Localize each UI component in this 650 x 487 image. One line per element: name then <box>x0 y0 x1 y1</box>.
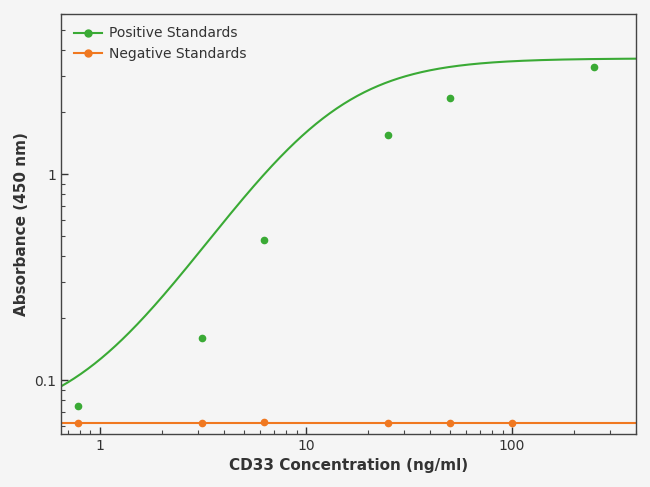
Negative Standards <box>384 420 392 426</box>
Positive Standards <box>446 95 454 101</box>
Negative Standards <box>446 420 454 426</box>
X-axis label: CD33 Concentration (ng/ml): CD33 Concentration (ng/ml) <box>229 458 468 473</box>
Positive Standards <box>384 132 392 138</box>
Negative Standards <box>198 420 206 426</box>
Line: Negative Standards: Negative Standards <box>75 418 515 426</box>
Positive Standards <box>260 237 268 243</box>
Positive Standards <box>198 335 206 341</box>
Negative Standards <box>73 420 81 426</box>
Negative Standards <box>260 419 268 425</box>
Positive Standards <box>590 64 598 70</box>
Negative Standards <box>508 420 516 426</box>
Y-axis label: Absorbance (450 nm): Absorbance (450 nm) <box>14 132 29 316</box>
Positive Standards <box>73 403 81 409</box>
Legend: Positive Standards, Negative Standards: Positive Standards, Negative Standards <box>68 21 252 67</box>
Line: Positive Standards: Positive Standards <box>75 64 597 409</box>
